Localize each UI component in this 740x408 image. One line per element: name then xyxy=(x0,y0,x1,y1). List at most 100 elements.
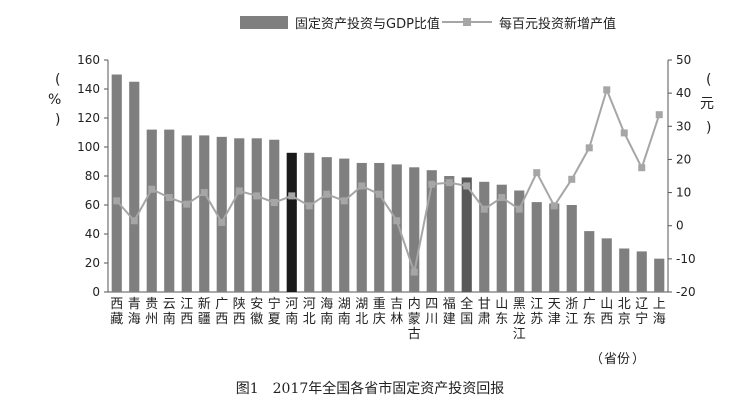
line-marker xyxy=(603,86,611,94)
bar xyxy=(479,181,490,292)
line-marker xyxy=(165,194,173,202)
line-marker xyxy=(410,268,418,276)
bar xyxy=(374,162,385,292)
line-marker xyxy=(533,169,541,177)
bar xyxy=(444,176,455,292)
x-tick-label: 云南 xyxy=(163,297,176,327)
x-tick-label: 四川 xyxy=(425,297,438,327)
line-marker xyxy=(323,190,331,198)
bar xyxy=(584,231,595,292)
figure-caption: 图1 2017年全国各省市固定资产投资回报 xyxy=(235,381,505,397)
y-left-tick-label: 80 xyxy=(85,169,100,183)
y-left-tick-label: 140 xyxy=(77,82,100,96)
bar xyxy=(636,251,647,292)
line-marker xyxy=(148,185,156,193)
line-marker xyxy=(445,179,453,187)
y-right-close-paren: ) xyxy=(706,120,711,136)
y-right-tick-label: 10 xyxy=(676,186,691,200)
bar xyxy=(426,170,437,292)
bar xyxy=(216,136,227,292)
line-marker xyxy=(183,200,191,208)
x-tick-label: 江西 xyxy=(180,297,193,327)
legend-bar-label: 固定资产投资与GDP比值 xyxy=(295,16,440,32)
bar xyxy=(531,202,542,292)
line-marker xyxy=(253,192,261,200)
bar xyxy=(514,190,525,292)
x-tick-label: 浙江 xyxy=(565,297,578,327)
bar xyxy=(251,138,262,292)
bar xyxy=(129,81,140,292)
line-marker xyxy=(393,217,401,225)
line-marker xyxy=(340,197,348,205)
plot-area: 0 20 40 60 80 100 120 140 160 -20 -10 0 10 20 30 40 50 西藏… xyxy=(77,53,696,342)
y-right-label: 元 xyxy=(700,96,714,112)
x-tick-label: 广西 xyxy=(215,297,228,327)
line-marker xyxy=(113,197,121,205)
bar xyxy=(269,139,280,292)
bar xyxy=(566,205,577,292)
x-tick-label: 山东 xyxy=(495,297,508,327)
line-marker xyxy=(585,144,593,152)
line-marker xyxy=(200,189,208,197)
x-axis-label-open: （ xyxy=(590,352,603,367)
line-marker xyxy=(515,205,523,213)
x-tick-label: 吉林 xyxy=(390,297,403,327)
x-tick-label: 上海 xyxy=(653,297,666,327)
bar xyxy=(286,152,297,292)
line-marker xyxy=(235,187,243,195)
x-tick-label: 湖南 xyxy=(338,297,351,327)
y-left-label: % xyxy=(48,92,61,108)
line-marker xyxy=(550,202,558,210)
x-tick-label: 黑龙江 xyxy=(513,297,526,342)
y-right-open-paren: ( xyxy=(706,72,711,88)
x-tick-label: 陕西 xyxy=(233,297,246,327)
line-marker xyxy=(498,194,506,202)
y-left-tick-label: 20 xyxy=(85,256,100,270)
y-right-tick-label: 0 xyxy=(676,219,684,233)
line-marker xyxy=(428,180,436,188)
y-right-tick-label: -20 xyxy=(676,285,696,299)
bar xyxy=(619,248,630,292)
x-tick-label: 宁夏 xyxy=(268,296,281,327)
x-axis-label: 省份 xyxy=(604,352,630,367)
bar xyxy=(146,129,157,292)
y-right-tick-label: -10 xyxy=(676,252,696,266)
y-right-tick-label: 20 xyxy=(676,152,691,166)
bar xyxy=(321,157,332,292)
x-tick-label: 重庆 xyxy=(373,296,386,327)
line-marker xyxy=(655,111,663,119)
y-left-tick-label: 60 xyxy=(85,198,100,212)
x-tick-label: 北京 xyxy=(618,297,631,327)
bar xyxy=(111,74,122,292)
x-tick-label: 河南 xyxy=(285,297,298,327)
bar xyxy=(409,167,420,292)
x-tick-label: 辽宁 xyxy=(635,297,648,327)
bar xyxy=(496,184,507,292)
x-tick-label: 安徽 xyxy=(250,297,263,327)
y-left-tick-label: 40 xyxy=(85,227,100,241)
y-right-tick-label: 50 xyxy=(676,53,691,67)
x-tick-label: 江苏 xyxy=(530,297,543,327)
bar xyxy=(339,158,350,292)
bar xyxy=(181,135,192,292)
line-marker xyxy=(620,129,628,137)
y-left-tick-label: 160 xyxy=(77,53,100,67)
bar xyxy=(654,258,665,292)
line-marker xyxy=(288,192,296,200)
x-tick-label: 山西 xyxy=(600,297,613,327)
x-tick-label: 湖北 xyxy=(355,297,368,327)
legend-line-marker xyxy=(463,18,471,26)
y-left-open-paren: ( xyxy=(55,72,60,88)
x-tick-label: 福建 xyxy=(443,297,456,327)
x-tick-label: 内蒙古 xyxy=(408,296,421,342)
line-marker xyxy=(130,217,138,225)
legend: 固定资产投资与GDP比值 每百元投资新增产值 xyxy=(240,16,616,32)
x-tick-label: 河北 xyxy=(303,297,316,327)
x-tick-label: 贵州 xyxy=(145,297,158,327)
chart-svg: 固定资产投资与GDP比值 每百元投资新增产值 ( % ) ( 元 ) （ 省份 … xyxy=(48,16,714,367)
y-right-tick-label: 30 xyxy=(676,119,691,133)
line-marker xyxy=(358,182,366,190)
line-marker xyxy=(568,175,576,183)
legend-line-label: 每百元投资新增产值 xyxy=(499,16,616,32)
x-tick-label: 西藏 xyxy=(110,297,123,327)
